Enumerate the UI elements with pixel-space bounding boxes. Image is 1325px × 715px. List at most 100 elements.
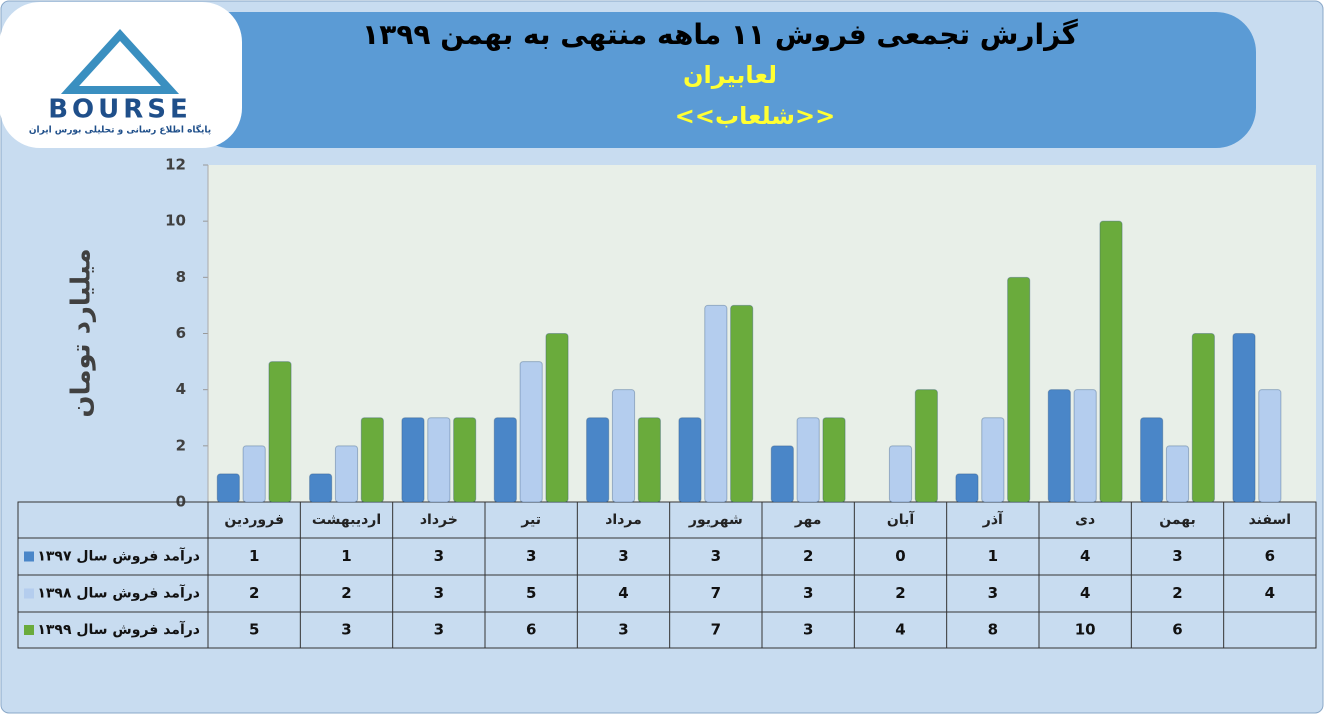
bar bbox=[1099, 220, 1123, 503]
x-tick-label: مرداد bbox=[605, 512, 642, 528]
bar bbox=[1232, 333, 1256, 503]
table-cell: 3 bbox=[803, 621, 813, 639]
bar bbox=[519, 361, 543, 503]
x-tick-label: بهمن bbox=[1159, 512, 1195, 528]
y-tick-label: 8 bbox=[176, 268, 186, 286]
bar bbox=[981, 417, 1005, 503]
table-cell: 4 bbox=[1080, 547, 1090, 565]
table-cell: 3 bbox=[434, 621, 444, 639]
bar bbox=[1191, 333, 1215, 503]
x-tick-label: آبان bbox=[887, 510, 915, 528]
table-cell: 6 bbox=[526, 621, 536, 639]
x-tick-label: اردیبهشت bbox=[312, 512, 381, 528]
bar bbox=[401, 417, 425, 503]
table-cell: 4 bbox=[1265, 584, 1275, 602]
table-cell: 2 bbox=[341, 584, 351, 602]
header-banner bbox=[190, 12, 1256, 148]
table-cell: 4 bbox=[895, 621, 905, 639]
x-tick-label: اسفند bbox=[1249, 512, 1291, 528]
x-tick-label: خرداد bbox=[420, 512, 458, 528]
table-cell: 3 bbox=[434, 584, 444, 602]
logo-icon bbox=[60, 29, 180, 94]
table-cell: 8 bbox=[988, 621, 998, 639]
y-tick-label: 2 bbox=[176, 436, 186, 454]
table-cell: 3 bbox=[1172, 547, 1182, 565]
table-cell: 1 bbox=[341, 547, 351, 565]
x-tick-label: دی bbox=[1075, 512, 1095, 528]
table-cell: 1 bbox=[249, 547, 259, 565]
symbol: <<شلعاب>> bbox=[675, 102, 836, 130]
logo-name: BOURSE bbox=[48, 95, 192, 125]
table-cell: 3 bbox=[988, 584, 998, 602]
table-cell: 5 bbox=[526, 584, 536, 602]
table-cell: 2 bbox=[803, 547, 813, 565]
bar bbox=[268, 361, 292, 503]
table-cell: 3 bbox=[711, 547, 721, 565]
bar bbox=[1007, 276, 1031, 503]
table-cell: 10 bbox=[1075, 621, 1096, 639]
bar bbox=[216, 473, 240, 503]
bar bbox=[955, 473, 979, 503]
legend-swatch bbox=[24, 551, 34, 562]
bar bbox=[770, 445, 794, 503]
bar bbox=[796, 417, 820, 503]
table-cell: 3 bbox=[434, 547, 444, 565]
chart-title: گزارش تجمعی فروش ۱۱ ماهه منتهی به بهمن ۱… bbox=[362, 18, 1078, 51]
legend-swatch bbox=[24, 588, 34, 599]
table-cell: 1 bbox=[988, 547, 998, 565]
x-tick-label: فروردین bbox=[224, 512, 284, 528]
table-cell: 4 bbox=[618, 584, 628, 602]
bar bbox=[493, 417, 517, 503]
bar bbox=[309, 473, 333, 503]
x-tick-label: تیر bbox=[520, 512, 541, 528]
bar bbox=[453, 417, 477, 503]
table-cell: 3 bbox=[341, 621, 351, 639]
bar bbox=[586, 417, 610, 503]
bar bbox=[678, 417, 702, 503]
table-cell: 4 bbox=[1080, 584, 1090, 602]
bar bbox=[334, 445, 359, 503]
bar bbox=[1165, 445, 1190, 503]
table-cell: 7 bbox=[711, 621, 721, 639]
chart-subtitle: لعابیران bbox=[683, 61, 777, 89]
bar bbox=[1073, 389, 1097, 503]
y-axis-label: میلیارد تومان bbox=[67, 248, 97, 417]
logo-tagline: پایگاه اطلاع رسانی و تحلیلی بورس ایران bbox=[29, 124, 211, 136]
table-cell: 2 bbox=[1172, 584, 1182, 602]
bar bbox=[704, 304, 728, 503]
y-tick-label: 12 bbox=[165, 156, 186, 174]
table-cell: 3 bbox=[618, 621, 628, 639]
legend-swatch bbox=[24, 625, 34, 635]
bar bbox=[1140, 417, 1164, 503]
bar bbox=[427, 417, 451, 503]
legend-label: درآمد فروش سال ۱۳۹۹ bbox=[37, 620, 200, 638]
table-cell: 2 bbox=[895, 584, 905, 602]
x-tick-label: آذر bbox=[982, 510, 1004, 528]
bar bbox=[545, 333, 569, 503]
legend-label: درآمد فروش سال ۱۳۹۸ bbox=[37, 584, 200, 602]
x-tick-label: شهریور bbox=[688, 512, 743, 528]
y-tick-label: 10 bbox=[165, 212, 186, 230]
bar bbox=[611, 389, 636, 503]
bar bbox=[730, 304, 754, 503]
table-cell: 3 bbox=[618, 547, 628, 565]
table-cell: 0 bbox=[895, 547, 905, 565]
table-cell: 6 bbox=[1265, 547, 1275, 565]
table-cell: 6 bbox=[1172, 621, 1182, 639]
bar bbox=[822, 417, 846, 503]
x-tick-label: مهر bbox=[794, 512, 822, 528]
table-cell: 2 bbox=[249, 584, 259, 602]
legend-label: درآمد فروش سال ۱۳۹۷ bbox=[37, 547, 200, 565]
logo-box bbox=[0, 2, 242, 148]
y-tick-label: 6 bbox=[176, 324, 186, 342]
bar bbox=[242, 445, 266, 503]
plot-area bbox=[208, 165, 1316, 502]
table-cell: 3 bbox=[526, 547, 536, 565]
bar bbox=[914, 389, 938, 503]
bar bbox=[637, 417, 661, 503]
bar bbox=[1047, 389, 1071, 503]
bar bbox=[360, 417, 384, 503]
y-tick-label: 4 bbox=[176, 380, 186, 398]
table-cell: 3 bbox=[803, 584, 813, 602]
